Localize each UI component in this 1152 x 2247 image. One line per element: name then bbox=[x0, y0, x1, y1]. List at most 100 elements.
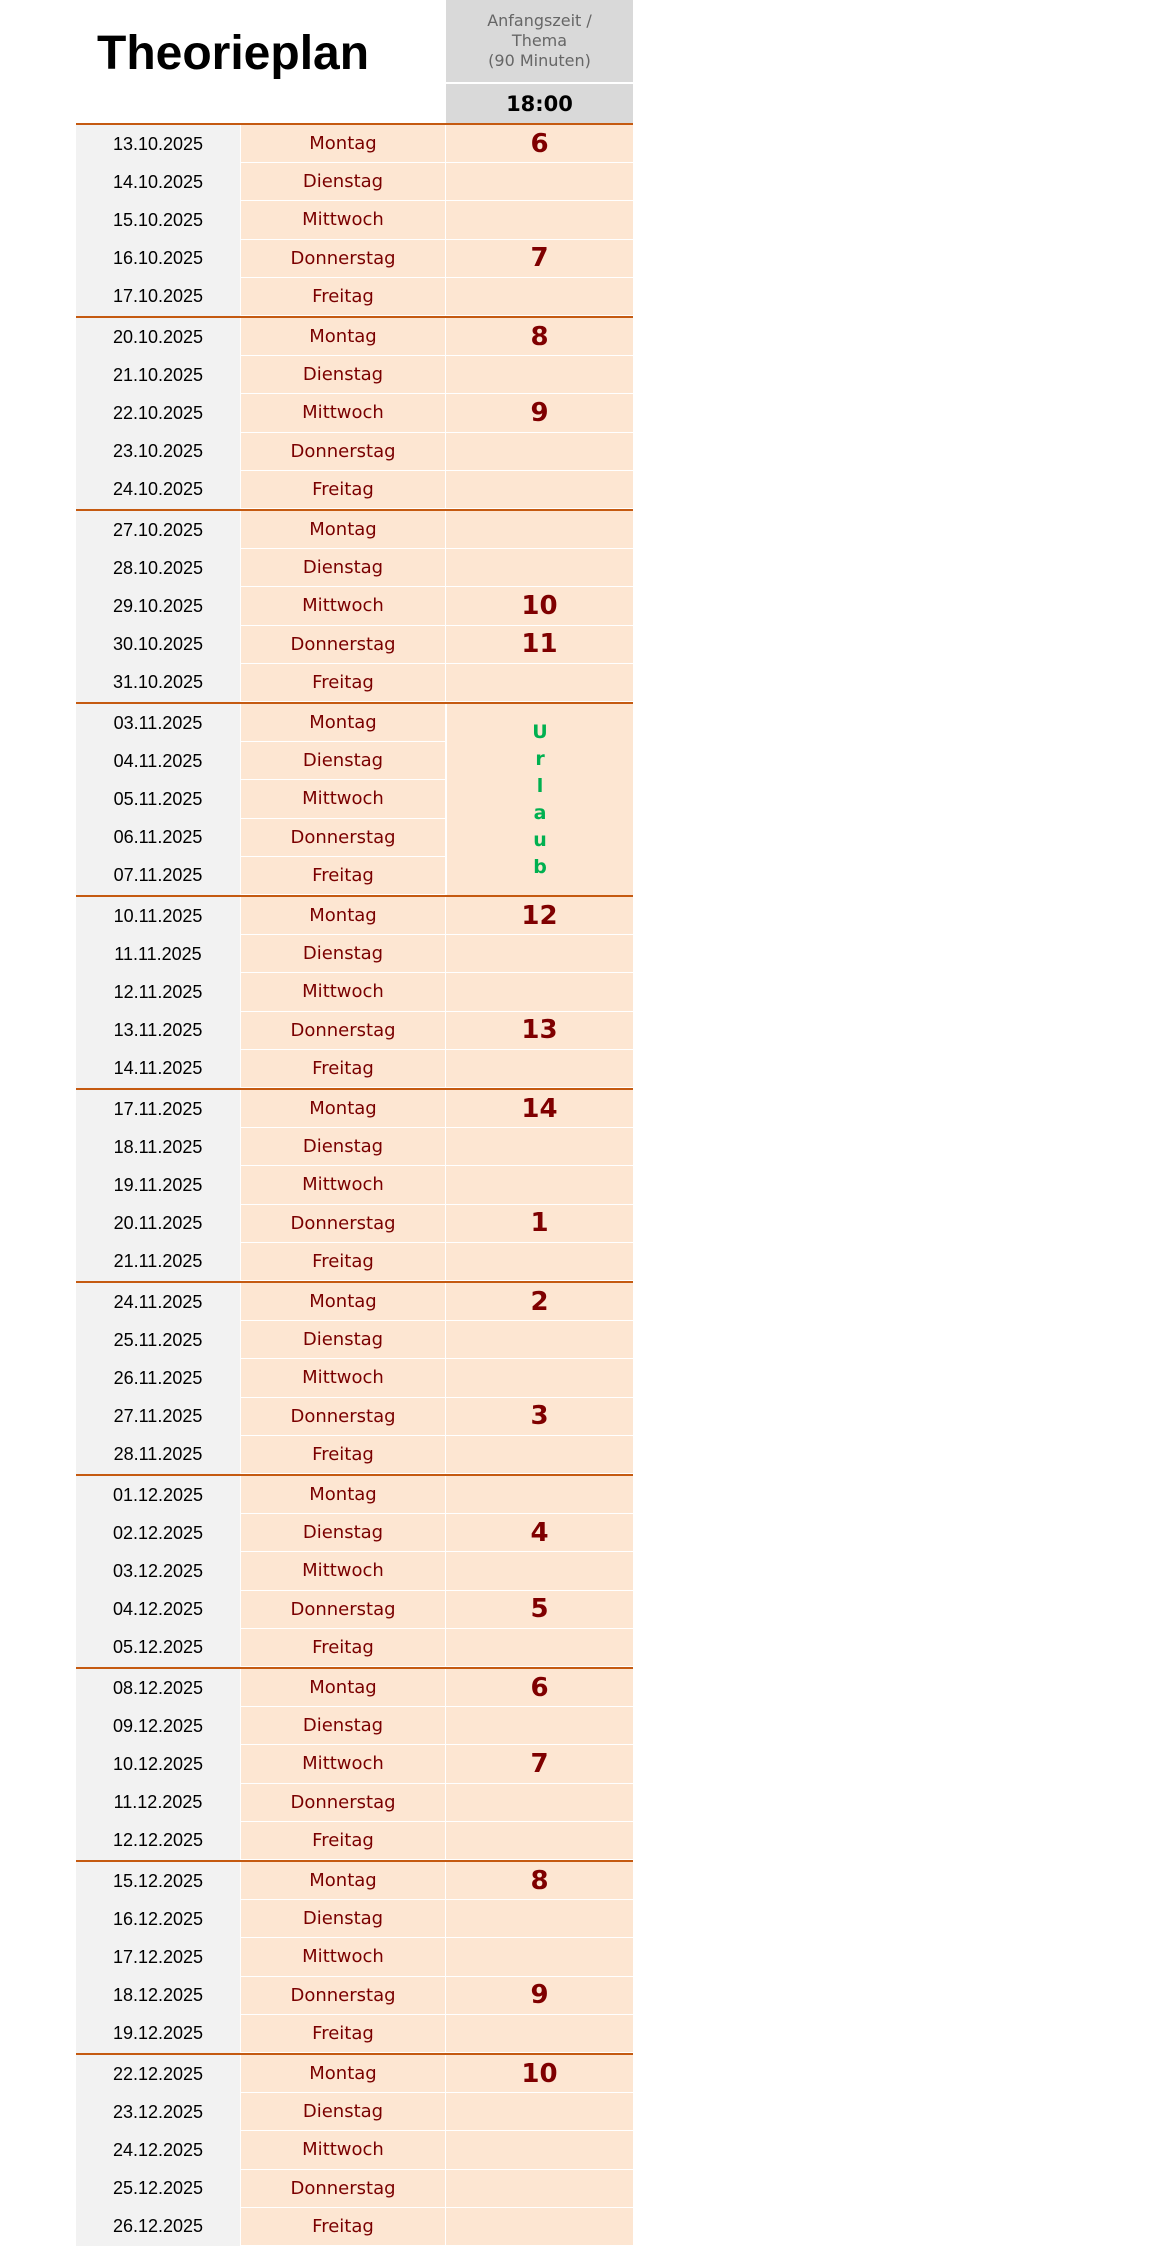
date-cell[interactable]: 21.11.2025 bbox=[76, 1242, 240, 1281]
date-cell[interactable]: 24.10.2025 bbox=[76, 470, 240, 509]
date-cell[interactable]: 03.11.2025 bbox=[76, 704, 240, 743]
topic-cell[interactable]: 1 bbox=[445, 1204, 633, 1243]
date-cell[interactable]: 31.10.2025 bbox=[76, 663, 240, 702]
weekday-cell[interactable]: Freitag bbox=[240, 1821, 445, 1860]
date-cell[interactable]: 27.11.2025 bbox=[76, 1397, 240, 1436]
weekday-cell[interactable]: Dienstag bbox=[240, 1900, 445, 1939]
date-cell[interactable]: 19.12.2025 bbox=[76, 2014, 240, 2053]
date-cell[interactable]: 10.12.2025 bbox=[76, 1745, 240, 1784]
topic-cell[interactable] bbox=[445, 1552, 633, 1591]
date-cell[interactable]: 15.10.2025 bbox=[76, 201, 240, 240]
weekday-cell[interactable]: Mittwoch bbox=[240, 1938, 445, 1977]
weekday-cell[interactable]: Dienstag bbox=[240, 1321, 445, 1360]
date-cell[interactable]: 13.11.2025 bbox=[76, 1011, 240, 1050]
weekday-cell[interactable]: Montag bbox=[240, 125, 445, 164]
date-cell[interactable]: 25.12.2025 bbox=[76, 2169, 240, 2208]
weekday-cell[interactable]: Freitag bbox=[240, 663, 445, 702]
topic-cell[interactable] bbox=[445, 201, 633, 240]
topic-cell[interactable]: 13 bbox=[445, 1011, 633, 1050]
weekday-cell[interactable]: Mittwoch bbox=[240, 1166, 445, 1205]
topic-cell[interactable] bbox=[445, 1938, 633, 1977]
weekday-cell[interactable]: Montag bbox=[240, 704, 445, 743]
date-cell[interactable]: 11.11.2025 bbox=[76, 935, 240, 974]
topic-cell[interactable] bbox=[445, 2131, 633, 2170]
topic-cell[interactable] bbox=[445, 1166, 633, 1205]
weekday-cell[interactable]: Donnerstag bbox=[240, 818, 445, 857]
weekday-cell[interactable]: Mittwoch bbox=[240, 780, 445, 819]
topic-cell[interactable] bbox=[445, 2014, 633, 2053]
weekday-cell[interactable]: Dienstag bbox=[240, 1707, 445, 1746]
date-cell[interactable]: 14.10.2025 bbox=[76, 163, 240, 202]
date-cell[interactable]: 05.11.2025 bbox=[76, 780, 240, 819]
weekday-cell[interactable]: Freitag bbox=[240, 1242, 445, 1281]
topic-cell[interactable] bbox=[445, 663, 633, 702]
topic-cell[interactable] bbox=[445, 1707, 633, 1746]
topic-cell[interactable] bbox=[445, 1359, 633, 1398]
topic-cell[interactable] bbox=[445, 2169, 633, 2208]
weekday-cell[interactable]: Donnerstag bbox=[240, 1397, 445, 1436]
weekday-cell[interactable]: Montag bbox=[240, 1862, 445, 1901]
weekday-cell[interactable]: Donnerstag bbox=[240, 1011, 445, 1050]
date-cell[interactable]: 04.11.2025 bbox=[76, 742, 240, 781]
date-cell[interactable]: 22.10.2025 bbox=[76, 394, 240, 433]
date-cell[interactable]: 26.12.2025 bbox=[76, 2207, 240, 2246]
date-cell[interactable]: 08.12.2025 bbox=[76, 1669, 240, 1708]
date-cell[interactable]: 30.10.2025 bbox=[76, 625, 240, 664]
topic-cell[interactable] bbox=[445, 1628, 633, 1667]
weekday-cell[interactable]: Dienstag bbox=[240, 2093, 445, 2132]
weekday-cell[interactable]: Montag bbox=[240, 318, 445, 357]
date-cell[interactable]: 16.10.2025 bbox=[76, 239, 240, 278]
weekday-cell[interactable]: Montag bbox=[240, 1283, 445, 1322]
date-cell[interactable]: 25.11.2025 bbox=[76, 1321, 240, 1360]
topic-cell[interactable]: 3 bbox=[445, 1397, 633, 1436]
weekday-cell[interactable]: Donnerstag bbox=[240, 625, 445, 664]
topic-cell[interactable]: 4 bbox=[445, 1514, 633, 1553]
weekday-cell[interactable]: Dienstag bbox=[240, 356, 445, 395]
topic-cell[interactable] bbox=[445, 2207, 633, 2246]
topic-cell[interactable]: 12 bbox=[445, 897, 633, 936]
weekday-cell[interactable]: Dienstag bbox=[240, 742, 445, 781]
topic-cell[interactable]: 8 bbox=[445, 1862, 633, 1901]
weekday-cell[interactable]: Donnerstag bbox=[240, 1590, 445, 1629]
date-cell[interactable]: 20.10.2025 bbox=[76, 318, 240, 357]
topic-cell[interactable]: 10 bbox=[445, 2055, 633, 2094]
weekday-cell[interactable]: Freitag bbox=[240, 2014, 445, 2053]
topic-cell[interactable] bbox=[445, 1321, 633, 1360]
date-cell[interactable]: 05.12.2025 bbox=[76, 1628, 240, 1667]
weekday-cell[interactable]: Dienstag bbox=[240, 1128, 445, 1167]
date-cell[interactable]: 24.12.2025 bbox=[76, 2131, 240, 2170]
date-cell[interactable]: 22.12.2025 bbox=[76, 2055, 240, 2094]
weekday-cell[interactable]: Mittwoch bbox=[240, 1745, 445, 1784]
date-cell[interactable]: 18.12.2025 bbox=[76, 1976, 240, 2015]
weekday-cell[interactable]: Freitag bbox=[240, 470, 445, 509]
date-cell[interactable]: 10.11.2025 bbox=[76, 897, 240, 936]
date-cell[interactable]: 28.11.2025 bbox=[76, 1435, 240, 1474]
topic-cell[interactable] bbox=[445, 1128, 633, 1167]
topic-cell[interactable]: 11 bbox=[445, 625, 633, 664]
date-cell[interactable]: 11.12.2025 bbox=[76, 1783, 240, 1822]
topic-cell[interactable] bbox=[445, 356, 633, 395]
topic-cell[interactable]: 6 bbox=[445, 125, 633, 164]
date-cell[interactable]: 26.11.2025 bbox=[76, 1359, 240, 1398]
weekday-cell[interactable]: Mittwoch bbox=[240, 1552, 445, 1591]
weekday-cell[interactable]: Montag bbox=[240, 511, 445, 550]
date-cell[interactable]: 07.11.2025 bbox=[76, 856, 240, 895]
topic-cell[interactable]: 2 bbox=[445, 1283, 633, 1322]
date-cell[interactable]: 27.10.2025 bbox=[76, 511, 240, 550]
weekday-cell[interactable]: Montag bbox=[240, 1476, 445, 1515]
date-cell[interactable]: 18.11.2025 bbox=[76, 1128, 240, 1167]
weekday-cell[interactable]: Dienstag bbox=[240, 935, 445, 974]
weekday-cell[interactable]: Donnerstag bbox=[240, 1204, 445, 1243]
weekday-cell[interactable]: Donnerstag bbox=[240, 432, 445, 471]
topic-cell[interactable]: 14 bbox=[445, 1090, 633, 1129]
topic-cell[interactable]: 9 bbox=[445, 394, 633, 433]
topic-cell[interactable] bbox=[445, 1900, 633, 1939]
date-cell[interactable]: 28.10.2025 bbox=[76, 549, 240, 588]
topic-cell[interactable] bbox=[445, 2093, 633, 2132]
weekday-cell[interactable]: Mittwoch bbox=[240, 201, 445, 240]
topic-cell[interactable] bbox=[445, 1049, 633, 1088]
date-cell[interactable]: 09.12.2025 bbox=[76, 1707, 240, 1746]
weekday-cell[interactable]: Mittwoch bbox=[240, 973, 445, 1012]
date-cell[interactable]: 13.10.2025 bbox=[76, 125, 240, 164]
